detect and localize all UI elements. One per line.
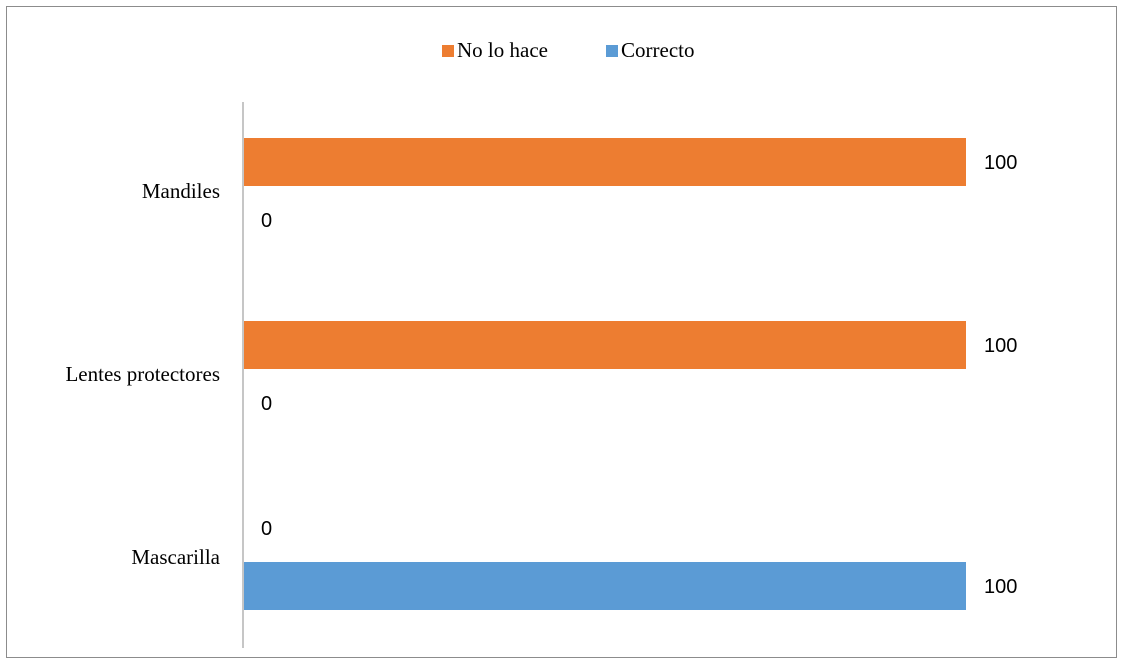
- category-label-mascarilla: Mascarilla: [131, 545, 220, 569]
- bar-no-lo-hace-lentes-protectores: [244, 321, 966, 369]
- legend: No lo hace Correcto: [442, 38, 694, 62]
- bar-correcto-mascarilla: [244, 562, 966, 610]
- data-label-no-lo-hace-mandiles: 100: [984, 152, 1017, 174]
- data-label-no-lo-hace-mascarilla: 0: [261, 518, 272, 540]
- category-labels: Mandiles Lentes protectores Mascarilla: [65, 179, 220, 569]
- data-label-correcto-lentes-protectores: 0: [261, 393, 272, 415]
- data-labels: 100 0 100 0 0 100: [261, 152, 1017, 598]
- category-label-mandiles: Mandiles: [142, 179, 220, 203]
- legend-label-correcto: Correcto: [621, 38, 694, 62]
- bars: [244, 138, 966, 610]
- legend-swatch-correcto: [606, 45, 618, 57]
- data-label-correcto-mascarilla: 100: [984, 576, 1017, 598]
- category-label-lentes-protectores: Lentes protectores: [65, 362, 220, 386]
- bar-no-lo-hace-mandiles: [244, 138, 966, 186]
- data-label-correcto-mandiles: 0: [261, 210, 272, 232]
- data-label-no-lo-hace-lentes-protectores: 100: [984, 335, 1017, 357]
- legend-label-no-lo-hace: No lo hace: [457, 38, 548, 62]
- legend-swatch-no-lo-hace: [442, 45, 454, 57]
